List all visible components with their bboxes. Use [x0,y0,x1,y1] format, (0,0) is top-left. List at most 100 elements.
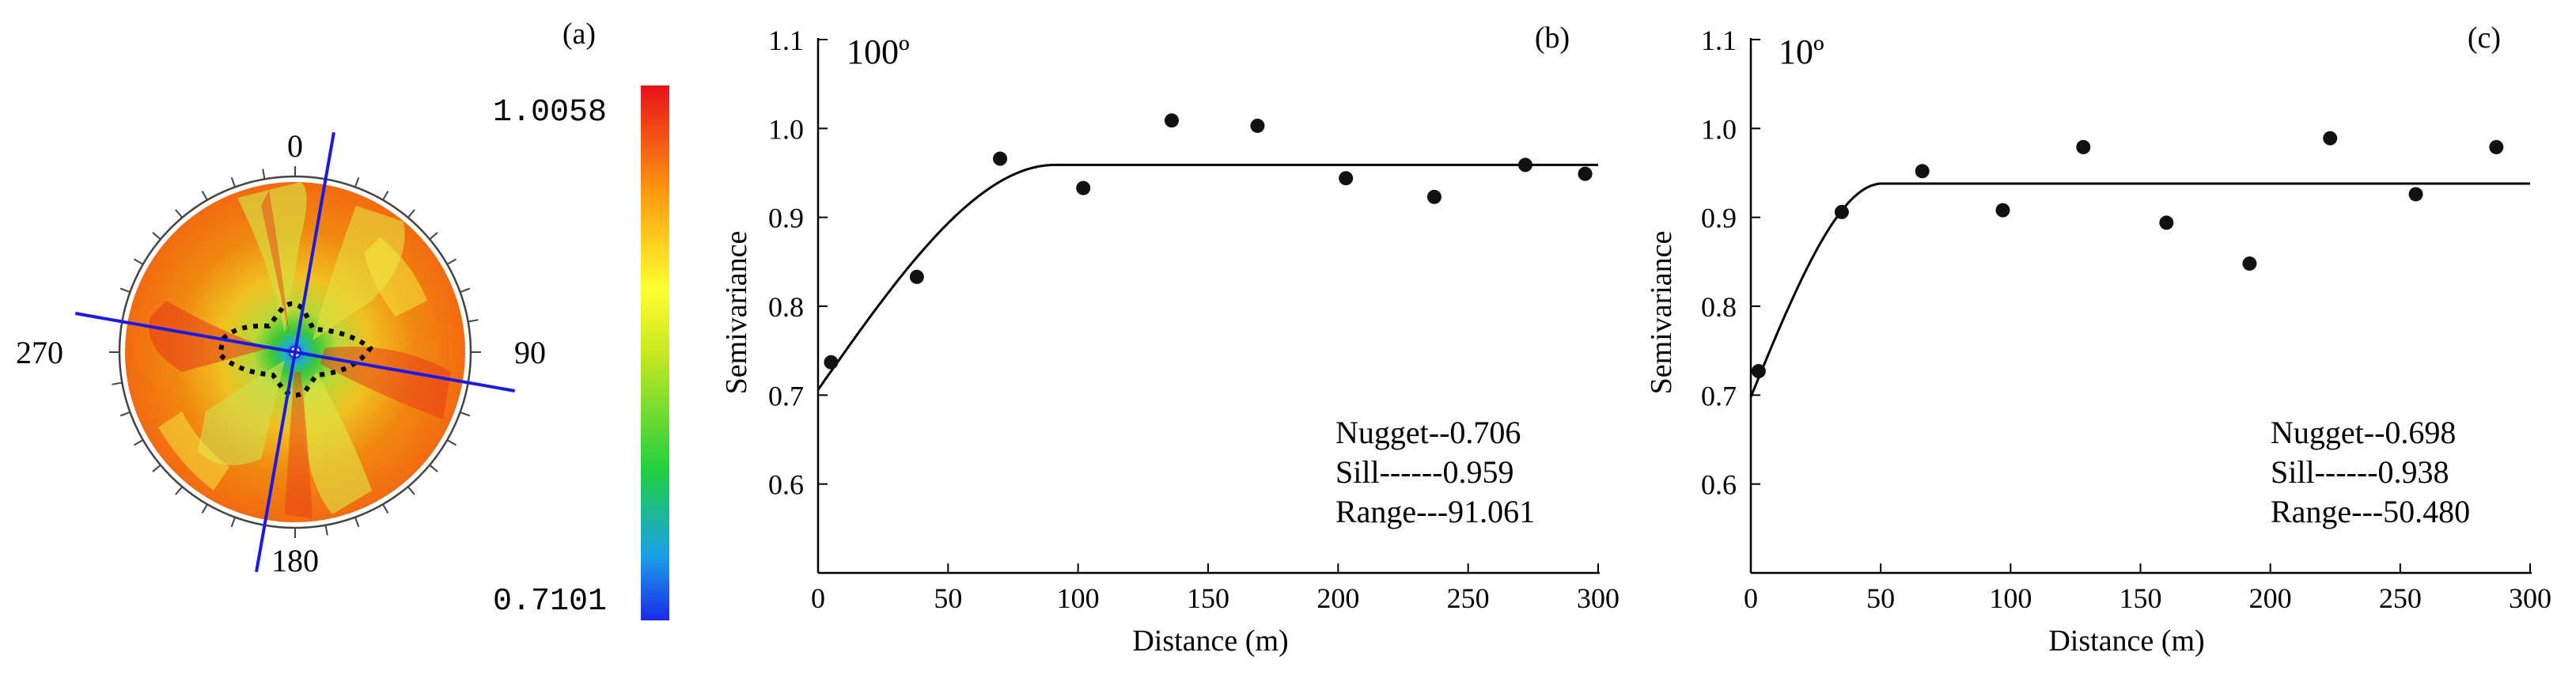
panel-c-variogram: (c) 10º Distance (m) Semivariance 0 50 100… [1645,21,2551,658]
data-point [1076,180,1091,195]
data-point [824,355,839,370]
rose-tick [152,232,161,241]
rose-tick [230,176,237,188]
x-tick-label: 150 [1187,582,1229,614]
rose-tick [262,169,266,180]
panel-b-nugget-annotation: Nugget--0.706 [1335,415,1521,450]
data-point [2076,139,2091,154]
rose-tick [382,503,389,514]
colorbar: 1.0058 0.7101 [493,85,669,620]
data-point [1995,203,2010,218]
data-point [1517,157,1532,173]
rose-tick [446,258,457,265]
rose-tick [119,411,131,417]
compass-label-180: 180 [271,543,319,578]
compass-label-270: 270 [16,335,63,370]
rose-tick [382,190,389,201]
rose-tick [429,464,438,472]
panel-b-variogram: (b) 100º Distance (m) Semivariance 0 50 10… [720,21,1619,658]
panel-b-y-axis-title: Semivariance [720,231,753,395]
rose-tick [201,190,208,201]
x-tick-label: 200 [2249,582,2292,614]
rose-tick [201,503,208,514]
data-point [1339,171,1354,186]
panel-a-label: (a) [563,17,596,51]
colorbar-max-label: 1.0058 [493,95,607,131]
rose-tick [112,381,123,385]
rose-tick [468,319,479,323]
panel-c-plot-area: 0 50 100 150 200 250 300 0.6 0.7 0.8 0.9 1.0 1.1 [1701,25,2551,614]
rose-tick [407,209,415,218]
data-point [1426,189,1441,204]
y-tick-label: 0.9 [768,203,804,234]
x-tick-label: 0 [811,582,825,614]
panel-c-nugget-annotation: Nugget--0.698 [2271,415,2456,450]
anisotropy-axis-100 [74,312,516,392]
x-tick-label: 200 [1316,582,1359,614]
y-tick-label: 0.6 [1701,469,1737,501]
anisotropy-axes [74,131,516,573]
x-tick-label: 250 [1447,582,1490,614]
panel-b-range-annotation: Range---91.061 [1335,494,1535,529]
y-tick-label: 0.8 [768,291,804,323]
compass-label-0: 0 [287,128,303,164]
rose-tick [354,176,360,188]
data-point [909,269,924,284]
y-tick-label: 0.8 [1701,291,1737,323]
rose-tick [133,439,144,446]
panel-c-sill-annotation: Sill------0.938 [2271,454,2449,490]
data-point [1250,118,1265,133]
y-tick-label: 0.9 [1701,203,1737,234]
x-tick-label: 100 [1057,582,1100,614]
panel-a: (a) 0 90 180 270 [16,17,669,620]
data-point [2408,187,2423,202]
data-point [993,151,1008,166]
colorbar-gradient [641,85,669,620]
rose-tick [429,232,438,241]
rose-tick [446,439,457,446]
data-point [1164,113,1179,128]
panel-b-sill-annotation: Sill------0.959 [1335,454,1514,490]
rose-tick [407,486,415,495]
panel-b-x-axis-title: Distance (m) [1132,624,1288,658]
panel-b-direction-label: 100º [847,32,910,71]
y-tick-label: 1.0 [1701,113,1737,145]
data-point [1915,164,1930,179]
panel-c-range-annotation: Range---50.480 [2271,494,2470,529]
rose-tick [460,411,471,417]
data-point [2323,131,2338,146]
anisotropy-contour [217,301,374,398]
y-tick-label: 0.6 [768,469,804,501]
y-tick-label: 0.7 [1701,380,1737,411]
x-tick-label: 100 [1989,582,2032,614]
y-tick-label: 1.0 [768,113,804,145]
x-tick-label: 50 [934,582,962,614]
rose-tick [354,517,360,528]
panel-c-label: (c) [2468,21,2501,55]
rose-tick [175,486,184,495]
rose-map [74,131,516,573]
x-tick-label: 300 [2509,582,2551,614]
y-tick-label: 1.1 [1701,25,1737,56]
rose-tick [133,258,144,265]
rose-tick [230,517,237,528]
data-point [2489,139,2504,154]
x-tick-label: 300 [1577,582,1619,614]
rose-map-texture [149,182,451,518]
panel-c-y-axis-title: Semivariance [1645,231,1678,395]
rose-tick [119,287,131,294]
panel-b-plot-area: 0 50 100 150 200 250 300 0.6 0.7 0.8 0.9 1.0 1.1 [768,25,1619,614]
rose-tick [324,525,328,536]
x-tick-label: 50 [1866,582,1895,614]
rose-tick [175,209,184,218]
data-point [1834,204,1849,219]
model-curve [816,163,1598,391]
compass-label-90: 90 [514,335,546,370]
data-point [2159,215,2174,230]
model-curve [1749,182,2530,398]
panel-b-label: (b) [1535,21,1570,55]
panel-c-direction-label: 10º [1779,32,1824,71]
data-point [1751,364,1766,379]
y-tick-label: 1.1 [768,25,804,56]
